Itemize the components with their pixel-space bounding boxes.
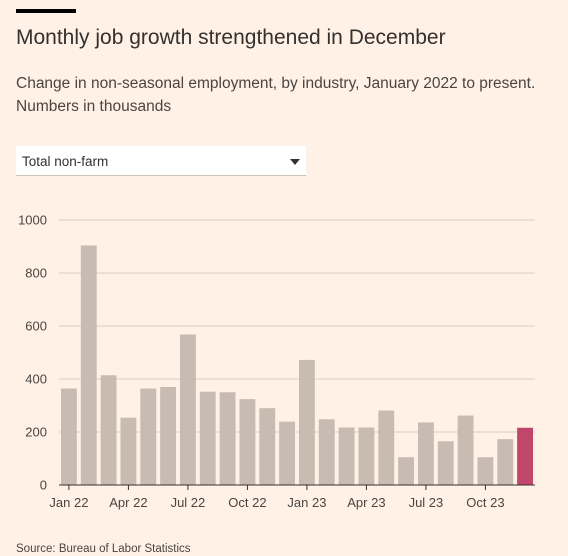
x-tick-label: Apr 23 bbox=[347, 495, 385, 510]
bar bbox=[497, 439, 514, 485]
industry-dropdown[interactable]: Total non-farm bbox=[16, 146, 306, 176]
bar bbox=[219, 392, 236, 485]
bar bbox=[318, 419, 335, 485]
x-tick-label: Oct 23 bbox=[466, 495, 504, 510]
x-tick-label: Oct 22 bbox=[228, 495, 266, 510]
bar bbox=[358, 427, 375, 485]
bar bbox=[259, 408, 276, 485]
bar bbox=[140, 388, 157, 485]
y-tick-label: 400 bbox=[25, 372, 47, 387]
bar bbox=[160, 386, 177, 485]
bar bbox=[298, 359, 315, 485]
x-tick-label: Jul 23 bbox=[409, 495, 444, 510]
bar bbox=[477, 457, 494, 485]
bar bbox=[239, 399, 256, 485]
bar bbox=[398, 457, 415, 485]
y-tick-label: 200 bbox=[25, 425, 47, 440]
bar bbox=[100, 375, 117, 485]
x-tick-label: Jan 23 bbox=[287, 495, 326, 510]
chart-title: Monthly job growth strengthened in Decem… bbox=[16, 26, 446, 49]
y-tick-label: 0 bbox=[40, 478, 47, 493]
bar bbox=[437, 441, 454, 485]
y-tick-label: 600 bbox=[25, 319, 47, 334]
bar-chart: 0 200 400 600 800 1000 Jan 22 Apr 22 Jul 22 Oct 2… bbox=[18, 213, 535, 510]
x-tick-label: Apr 22 bbox=[109, 495, 147, 510]
bar bbox=[457, 415, 474, 485]
x-tick-label: Jan 22 bbox=[49, 495, 88, 510]
chevron-down-icon bbox=[290, 159, 300, 165]
bar bbox=[199, 391, 216, 485]
dropdown-selected-value: Total non-farm bbox=[22, 154, 109, 169]
bar bbox=[417, 422, 434, 485]
bar bbox=[120, 417, 137, 485]
bar bbox=[517, 427, 534, 485]
bar bbox=[60, 388, 77, 485]
bar bbox=[338, 427, 355, 485]
bar bbox=[179, 334, 196, 485]
bar bbox=[80, 245, 97, 485]
y-tick-label: 1000 bbox=[18, 213, 47, 228]
bar bbox=[279, 421, 296, 485]
y-tick-label: 800 bbox=[25, 266, 47, 281]
bar bbox=[378, 410, 395, 485]
chart-subtitle: Change in non-seasonal employment, by in… bbox=[16, 75, 536, 115]
x-tick-label: Jul 22 bbox=[171, 495, 206, 510]
source-note: Source: Bureau of Labor Statistics bbox=[16, 543, 191, 555]
top-accent-bar bbox=[16, 9, 76, 13]
